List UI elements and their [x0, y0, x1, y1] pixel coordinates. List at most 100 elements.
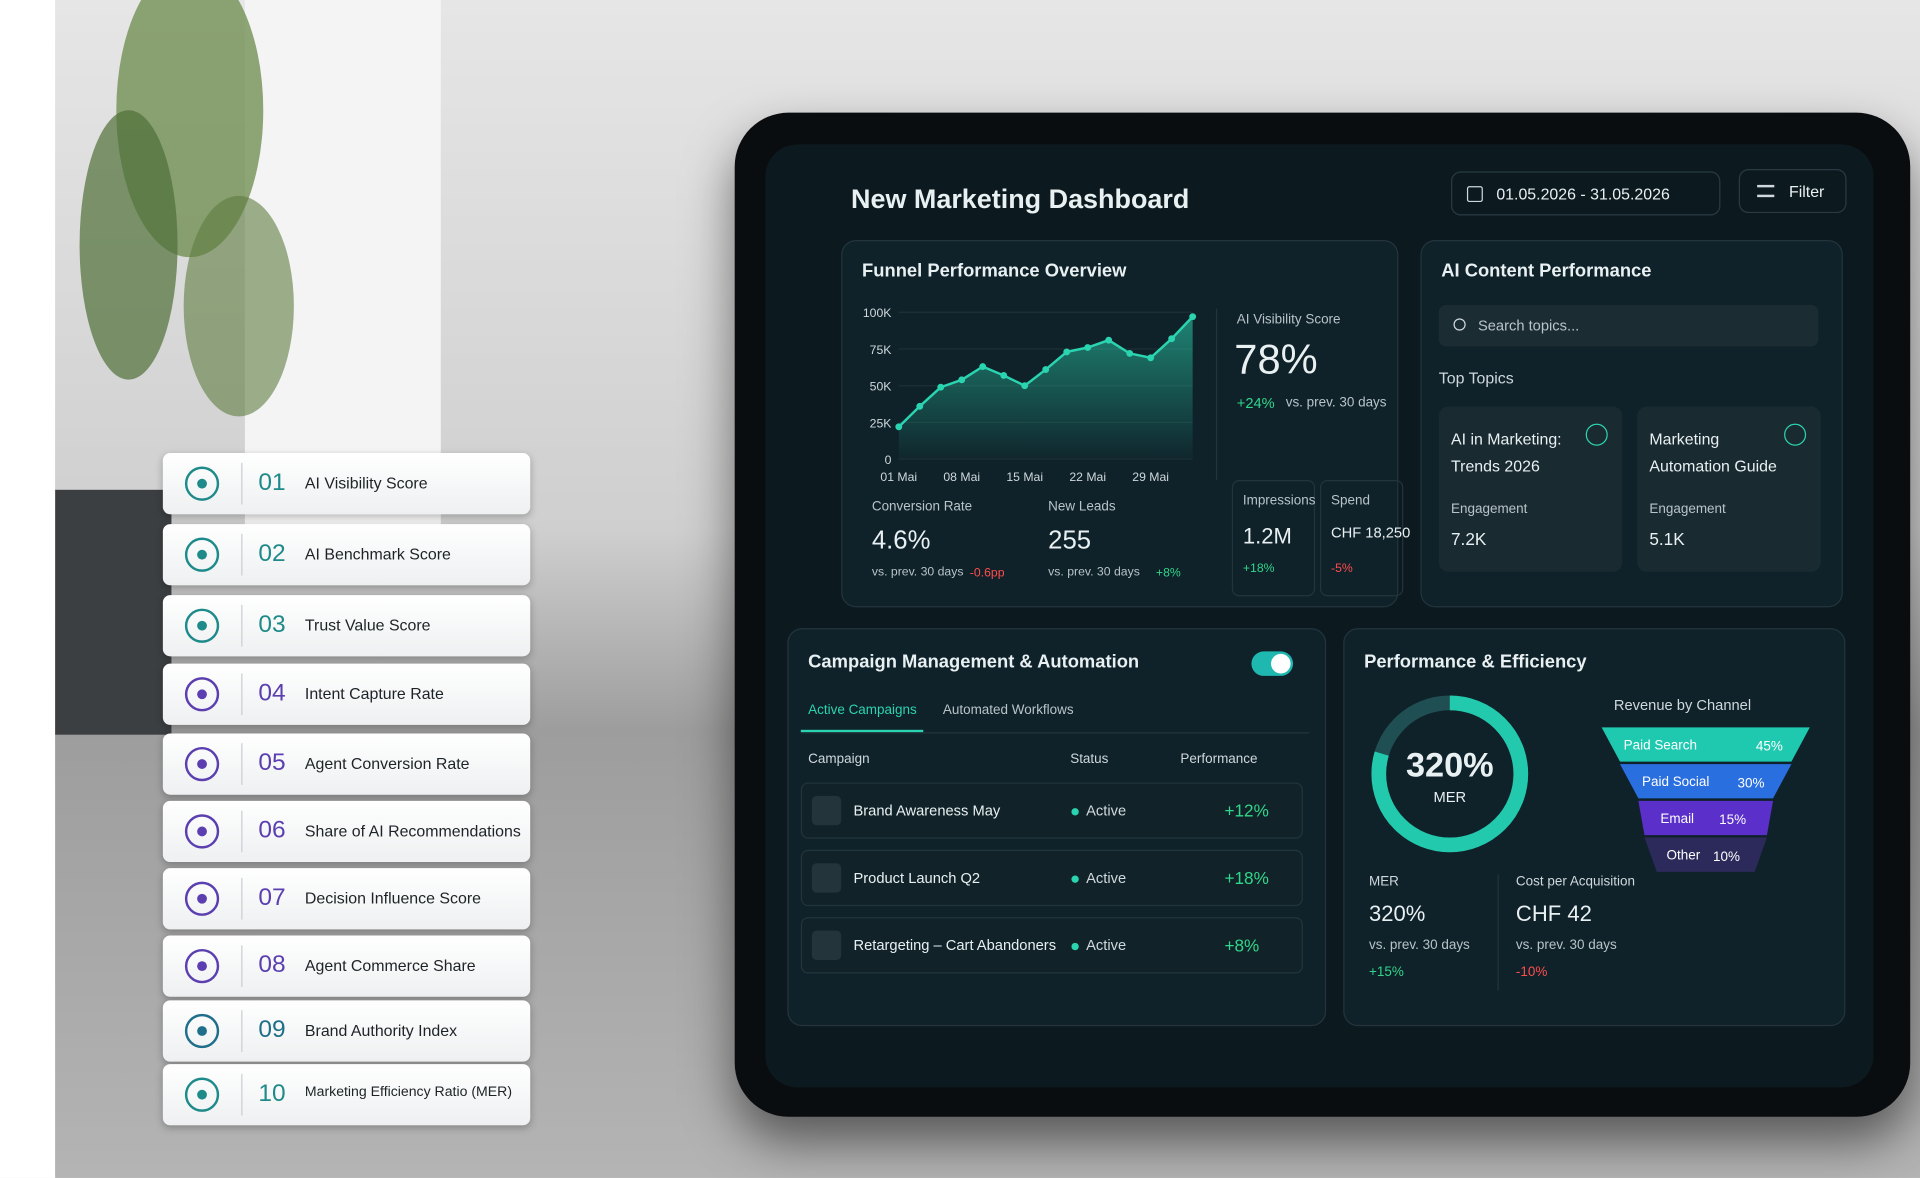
status-dot [1071, 942, 1079, 951]
divider [241, 743, 243, 785]
kpi-value: 320% [1368, 901, 1426, 926]
kpi-comparison: vs. prev. 30 days [1515, 937, 1617, 953]
date-picker[interactable]: 01.05.2026 - 31.05.2026 [1451, 171, 1721, 216]
tab[interactable]: Active Campaigns [808, 702, 917, 718]
kpi-value: 1.2M [1242, 524, 1292, 549]
campaign-status: Active [1086, 869, 1127, 887]
line-point [1000, 372, 1008, 379]
kpi-label: AI Visibility Score [1236, 312, 1341, 327]
filter-label: Filter [1788, 182, 1825, 201]
metric-label: Intent Capture Rate [304, 684, 444, 703]
divider [241, 673, 243, 716]
status-dot [1071, 808, 1079, 816]
campaign-name: Retargeting – Cart Abandoners [853, 936, 1057, 954]
metric-card: 05 Agent Conversion Rate [162, 733, 531, 795]
icon-dot [197, 549, 207, 560]
y-tick-label: 0 [885, 453, 892, 467]
funnel-value: 45% [1756, 739, 1783, 754]
line-point [1189, 313, 1197, 321]
kpi-change: -10% [1515, 964, 1548, 980]
toggle-knob [1271, 653, 1291, 674]
topic-title: AI in Marketing: Trends 2026 [1451, 429, 1562, 476]
funnel-panel: Funnel Performance Overview 0 25K 50K 75K 100… [841, 240, 1410, 608]
metric-number: 10 [258, 1080, 286, 1107]
metric-icon [184, 466, 220, 501]
kpi-label: Impressions [1242, 493, 1316, 509]
metric-label: Decision Influence Score [304, 888, 481, 908]
line-point [1105, 336, 1113, 344]
kpi-change: +8% [1155, 566, 1181, 581]
topic-metric-label: Engagement [1451, 502, 1528, 517]
funnel-segment [1601, 727, 1810, 762]
funnel-segment [1644, 837, 1767, 872]
filter-button[interactable]: Filter [1738, 168, 1847, 214]
chart-title: Revenue by Channel [1613, 696, 1752, 714]
line-point [1021, 382, 1029, 390]
topic-metric-value: 5.1K [1649, 528, 1685, 549]
icon-dot [197, 1026, 207, 1036]
kpi-comparison: vs. prev. 30 days [1048, 565, 1140, 580]
campaign-row[interactable]: Product Launch Q2 Active +18% [800, 849, 1303, 907]
kpi-comparison: vs. prev. 30 days [1368, 937, 1470, 953]
search-box[interactable]: Search topics... [1438, 304, 1819, 347]
topic-metric-value: 7.2K [1451, 528, 1487, 549]
panel-title: AI Content Performance [1441, 260, 1652, 282]
icon-shape [184, 814, 220, 849]
kpi-change: +18% [1242, 562, 1275, 576]
campaign-row[interactable]: Brand Awareness May Active +12% [800, 782, 1303, 839]
y-tick-label: 100K [863, 306, 892, 320]
metric-icon [184, 746, 220, 782]
metric-number: 04 [258, 679, 286, 707]
line-point [958, 376, 966, 384]
donut [1371, 695, 1529, 853]
x-tick-label: 01 Mai [880, 470, 917, 484]
kpi-label: Conversion Rate [871, 499, 973, 515]
y-tick-label: 75K [870, 343, 893, 357]
icon-dot [197, 1089, 207, 1100]
campaign-name: Brand Awareness May [853, 802, 1001, 820]
topic-card[interactable]: AI in Marketing: Trends 2026 Engagement 7.… [1438, 406, 1623, 572]
metric-icon [184, 677, 220, 712]
metric-icon [184, 1077, 220, 1112]
donut-ring [1371, 695, 1529, 853]
icon-shape [184, 466, 220, 501]
kpi-label: Spend [1331, 493, 1370, 509]
column-header: Performance [1180, 751, 1258, 767]
panel-title: Campaign Management & Automation [808, 651, 1140, 673]
line-point [1147, 354, 1155, 362]
plant [55, 0, 294, 735]
metric-icon [184, 948, 220, 984]
divider [241, 1073, 243, 1116]
panel-title: Funnel Performance Overview [862, 260, 1127, 282]
tab[interactable]: Automated Workflows [942, 702, 1074, 718]
column-header: Campaign [808, 751, 870, 767]
campaign-row[interactable]: Retargeting – Cart Abandoners Active +8% [800, 917, 1303, 974]
metric-icon [184, 814, 220, 849]
metric-number: 08 [258, 951, 286, 979]
funnel-label: Paid Social [1642, 774, 1709, 789]
kpi-box: Conversion Rate 4.6% vs. prev. 30 days -0.6… [862, 492, 1033, 596]
tab-rule [800, 732, 1309, 734]
x-tick-label: 15 Mai [1006, 470, 1043, 484]
kpi-label: MER [1368, 874, 1399, 889]
x-tick-label: 29 Mai [1132, 470, 1169, 484]
line-point [1168, 335, 1176, 343]
divider [241, 533, 243, 576]
campaign-performance: +12% [1224, 800, 1269, 821]
line-point [937, 383, 945, 391]
topic-card[interactable]: Marketing Automation Guide Engagement 5.1K [1637, 406, 1821, 572]
icon-dot [197, 689, 207, 700]
toggle[interactable] [1251, 651, 1294, 676]
y-tick-label: 25K [870, 416, 893, 430]
performance-panel: Performance & Efficiency 320% MER Revenue b… [1343, 628, 1846, 1027]
divider [1497, 874, 1499, 991]
search-icon [1453, 318, 1466, 331]
kpi-change: -5% [1331, 562, 1353, 576]
icon-shape [184, 948, 220, 984]
metric-icon [184, 537, 220, 572]
search-placeholder: Search topics... [1477, 317, 1580, 335]
icon-shape [184, 746, 220, 782]
icon-shape [184, 537, 220, 572]
metric-card: 08 Agent Commerce Share [162, 935, 531, 997]
icon-dot [197, 961, 207, 972]
